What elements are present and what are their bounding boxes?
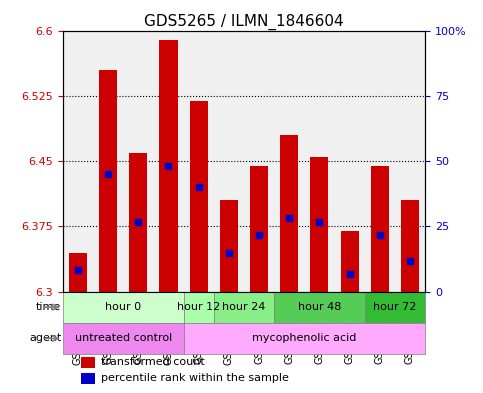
Bar	[81, 373, 96, 384]
Bar	[99, 70, 117, 292]
FancyBboxPatch shape	[63, 292, 184, 323]
Text: hour 72: hour 72	[373, 302, 416, 312]
Bar	[81, 357, 96, 368]
Text: hour 48: hour 48	[298, 302, 341, 312]
Bar	[371, 166, 389, 292]
Text: mycophenolic acid: mycophenolic acid	[252, 333, 356, 343]
FancyBboxPatch shape	[63, 323, 184, 354]
Bar	[69, 252, 87, 292]
Bar	[129, 153, 147, 292]
Bar	[250, 166, 268, 292]
Bar	[159, 40, 178, 292]
Bar	[311, 157, 328, 292]
Text: percentile rank within the sample: percentile rank within the sample	[101, 373, 289, 383]
FancyBboxPatch shape	[184, 292, 213, 323]
Bar	[401, 200, 419, 292]
FancyBboxPatch shape	[274, 292, 365, 323]
Text: time: time	[36, 302, 61, 312]
Bar	[220, 200, 238, 292]
Text: hour 12: hour 12	[177, 302, 220, 312]
FancyBboxPatch shape	[365, 292, 425, 323]
FancyBboxPatch shape	[184, 323, 425, 354]
Text: untreated control: untreated control	[74, 333, 172, 343]
Text: agent: agent	[29, 333, 61, 343]
Bar	[280, 136, 298, 292]
Text: hour 24: hour 24	[222, 302, 266, 312]
FancyBboxPatch shape	[213, 292, 274, 323]
Bar	[189, 101, 208, 292]
Title: GDS5265 / ILMN_1846604: GDS5265 / ILMN_1846604	[144, 14, 344, 30]
Text: hour 0: hour 0	[105, 302, 141, 312]
Bar	[341, 231, 358, 292]
Text: transformed count: transformed count	[101, 357, 205, 367]
